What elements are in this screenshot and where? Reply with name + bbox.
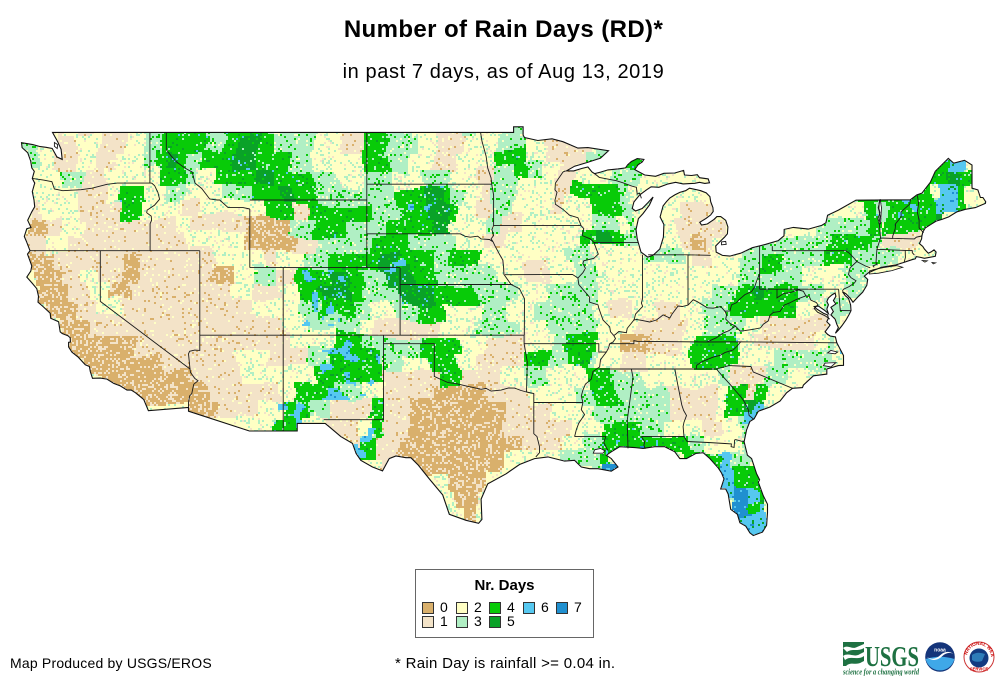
- svg-text:SERVICE: SERVICE: [970, 667, 989, 672]
- svg-text:USGS: USGS: [865, 641, 919, 673]
- svg-text:noaa: noaa: [934, 648, 946, 654]
- svg-text:science for a changing world: science for a changing world: [842, 668, 920, 677]
